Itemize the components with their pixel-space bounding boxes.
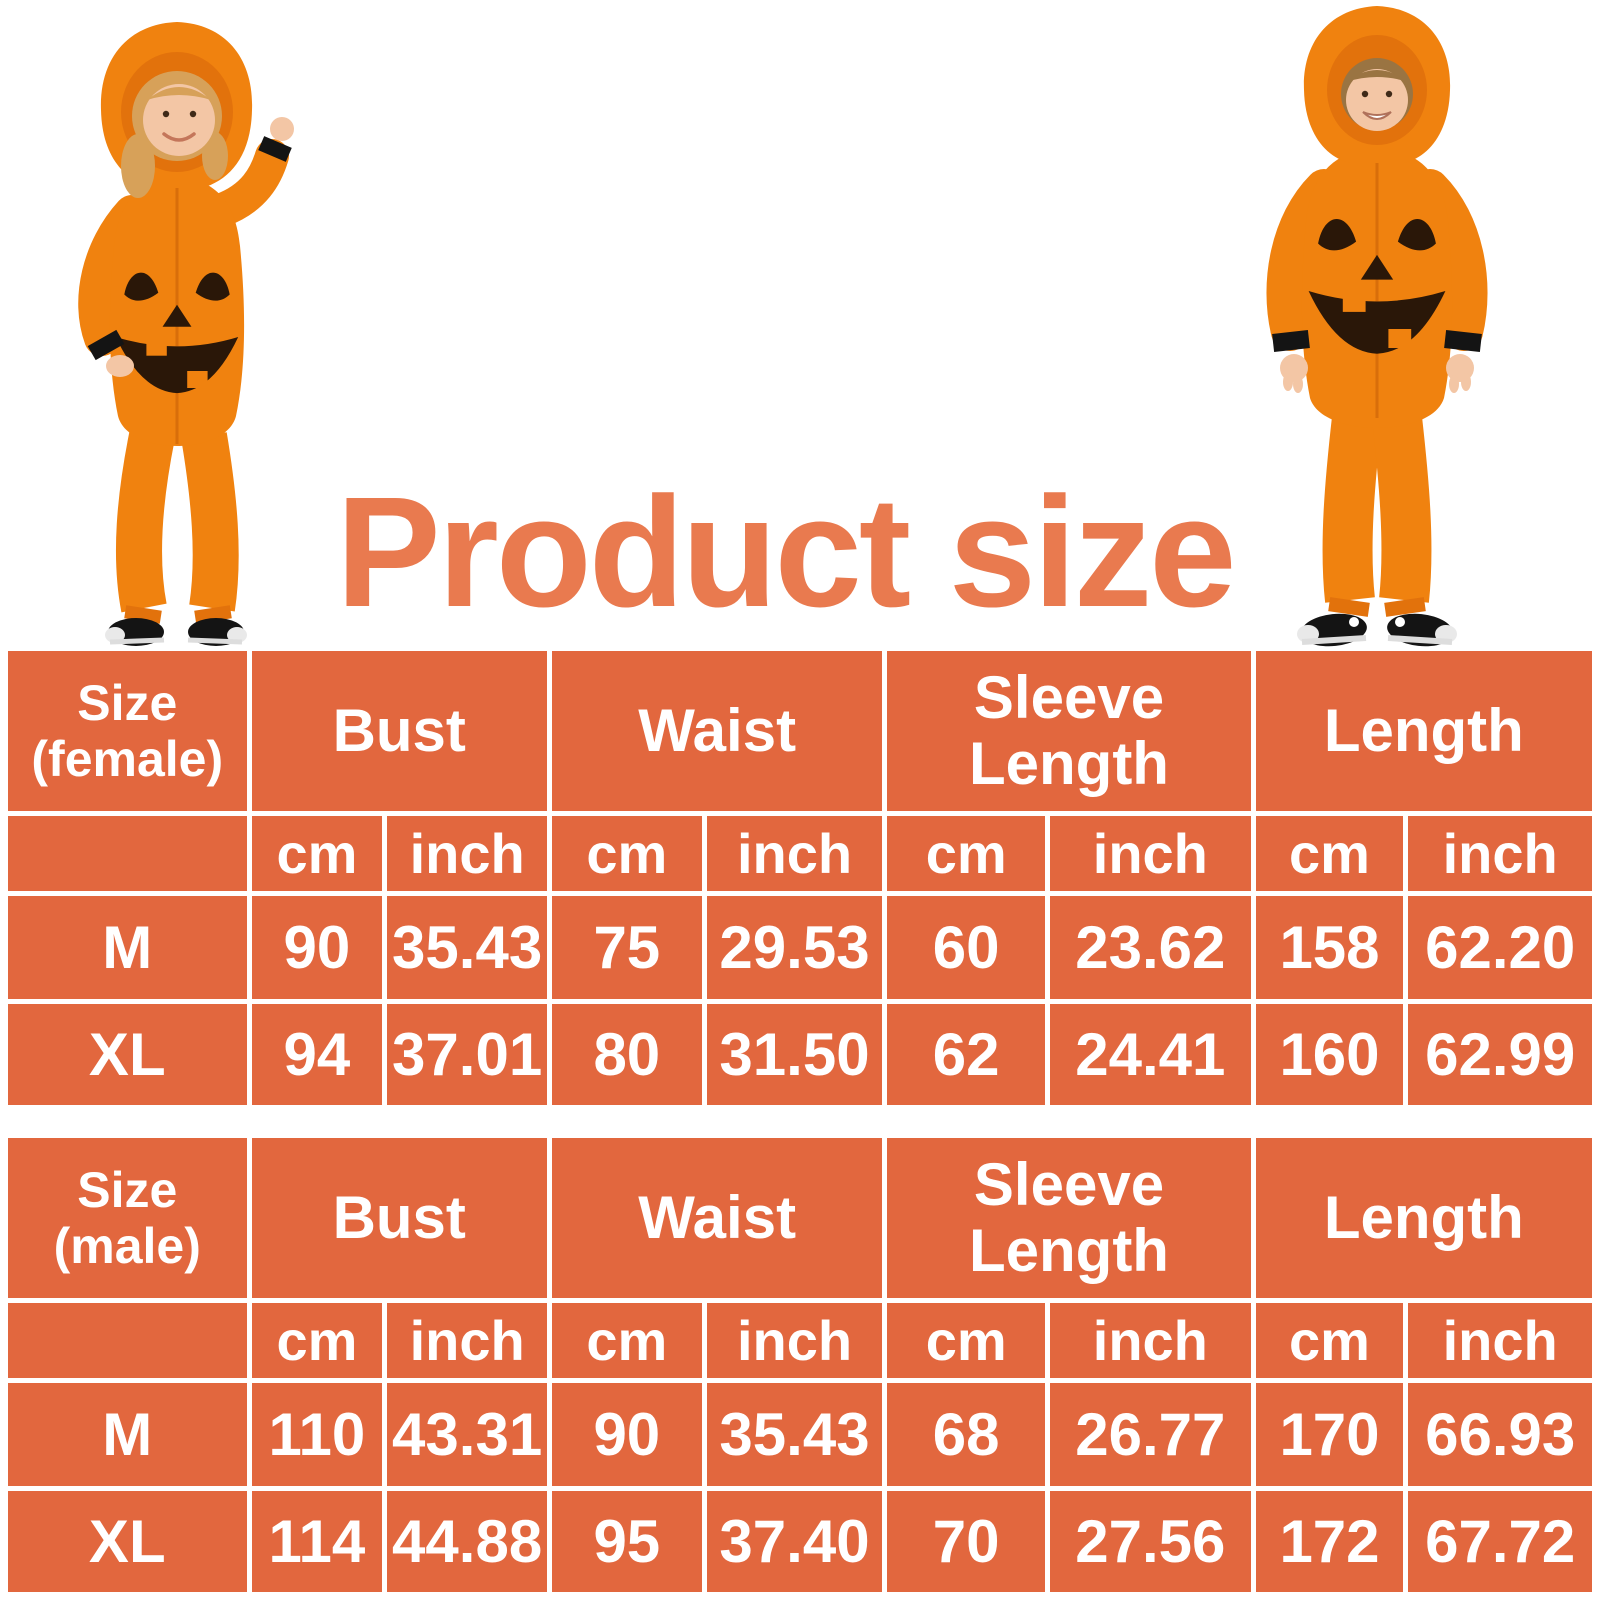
size-label-xl: XL xyxy=(8,1491,247,1592)
value-cell: 170 xyxy=(1255,1383,1404,1486)
size-male-header: Size (male) xyxy=(8,1138,247,1298)
value-cell: 43.31 xyxy=(387,1383,547,1486)
female-sneakers xyxy=(105,618,247,646)
female-model-photo xyxy=(52,8,302,661)
value-cell: 62 xyxy=(887,1004,1046,1105)
size-label-xl: XL xyxy=(8,1004,247,1105)
value-cell: 62.99 xyxy=(1408,1004,1592,1105)
value-cell: 29.53 xyxy=(706,896,883,999)
value-cell: 66.93 xyxy=(1408,1383,1592,1486)
value-cell: 90 xyxy=(251,896,383,999)
unit-cell: cm xyxy=(887,1303,1046,1378)
size-table-male: Size (male) Bust Waist Sleeve Length Len… xyxy=(8,1138,1592,1592)
value-cell: 90 xyxy=(551,1383,702,1486)
unit-cell: inch xyxy=(387,816,547,891)
unit-cell: cm xyxy=(551,1303,702,1378)
jack-o-lantern-face xyxy=(1308,218,1446,354)
value-cell: 110 xyxy=(251,1383,383,1486)
size-label-m: M xyxy=(8,1383,247,1486)
unit-cell: inch xyxy=(1408,816,1592,891)
value-cell: 35.43 xyxy=(387,896,547,999)
column-header-bust: Bust xyxy=(251,651,547,811)
value-cell: 75 xyxy=(551,896,702,999)
value-cell: 114 xyxy=(251,1491,383,1592)
female-pumpkin-costume-illustration xyxy=(78,22,294,646)
value-cell: 158 xyxy=(1255,896,1404,999)
column-header-waist: Waist xyxy=(551,651,883,811)
value-cell: 70 xyxy=(887,1491,1046,1592)
value-cell: 80 xyxy=(551,1004,702,1105)
unit-cell: inch xyxy=(1050,816,1251,891)
value-cell: 37.01 xyxy=(387,1004,547,1105)
unit-cell: cm xyxy=(1255,1303,1404,1378)
unit-cell: inch xyxy=(706,816,883,891)
size-label-m: M xyxy=(8,896,247,999)
unit-cell: inch xyxy=(1050,1303,1251,1378)
unit-cell: cm xyxy=(1255,816,1404,891)
size-female-header: Size (female) xyxy=(8,651,247,811)
unit-cell: cm xyxy=(887,816,1046,891)
value-cell: 95 xyxy=(551,1491,702,1592)
jack-o-lantern-face xyxy=(115,272,239,394)
unit-cell: inch xyxy=(1408,1303,1592,1378)
value-cell: 24.41 xyxy=(1050,1004,1251,1105)
unit-cell: cm xyxy=(251,816,383,891)
column-header-sleeve-length: Sleeve Length xyxy=(887,1138,1251,1298)
column-header-waist: Waist xyxy=(551,1138,883,1298)
column-header-length: Length xyxy=(1255,1138,1592,1298)
value-cell: 37.40 xyxy=(706,1491,883,1592)
size-table-female: Size (female) Bust Waist Sleeve Length L… xyxy=(8,651,1592,1105)
column-header-bust: Bust xyxy=(251,1138,547,1298)
column-header-length: Length xyxy=(1255,651,1592,811)
value-cell: 23.62 xyxy=(1050,896,1251,999)
value-cell: 172 xyxy=(1255,1491,1404,1592)
page-title: Product size xyxy=(336,465,1237,640)
male-sneakers xyxy=(1297,613,1457,647)
value-cell: 67.72 xyxy=(1408,1491,1592,1592)
value-cell: 44.88 xyxy=(387,1491,547,1592)
empty-unit-cell xyxy=(8,1303,247,1378)
male-model-photo xyxy=(1222,0,1518,667)
value-cell: 26.77 xyxy=(1050,1383,1251,1486)
value-cell: 31.50 xyxy=(706,1004,883,1105)
value-cell: 35.43 xyxy=(706,1383,883,1486)
value-cell: 60 xyxy=(887,896,1046,999)
unit-cell: inch xyxy=(706,1303,883,1378)
value-cell: 94 xyxy=(251,1004,383,1105)
male-pumpkin-costume-illustration xyxy=(1266,6,1488,647)
value-cell: 68 xyxy=(887,1383,1046,1486)
unit-cell: cm xyxy=(251,1303,383,1378)
unit-cell: cm xyxy=(551,816,702,891)
empty-unit-cell xyxy=(8,816,247,891)
value-cell: 27.56 xyxy=(1050,1491,1251,1592)
unit-cell: inch xyxy=(387,1303,547,1378)
value-cell: 160 xyxy=(1255,1004,1404,1105)
value-cell: 62.20 xyxy=(1408,896,1592,999)
column-header-sleeve-length: Sleeve Length xyxy=(887,651,1251,811)
